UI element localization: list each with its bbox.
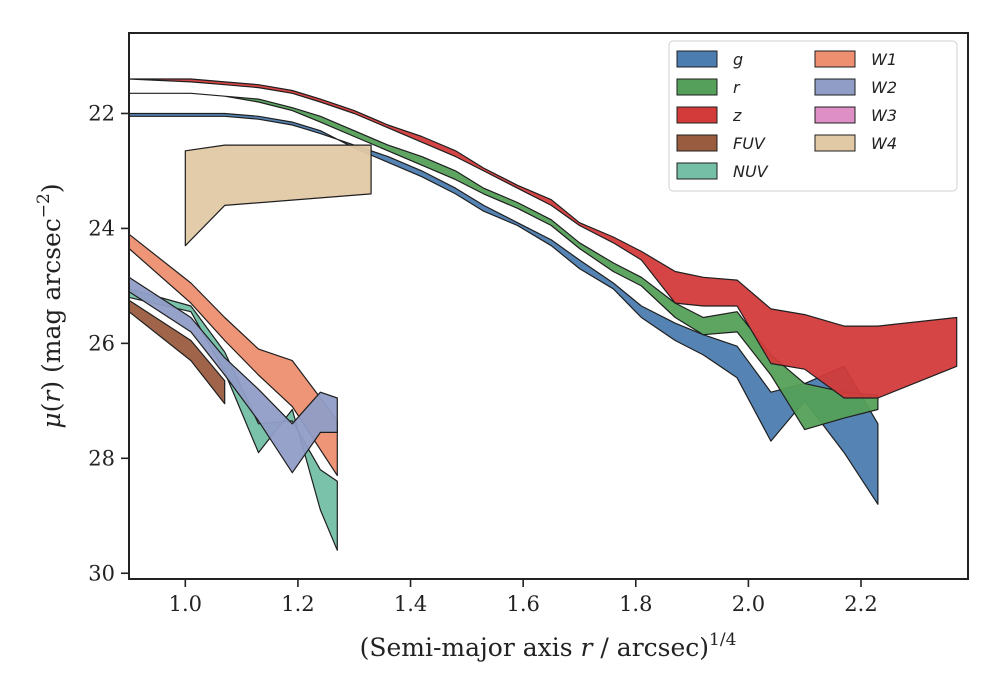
series-band-r — [128, 92, 879, 431]
legend-swatch-fuv — [676, 134, 718, 152]
series-band-z — [128, 78, 958, 399]
legend-label-g: g — [733, 50, 743, 69]
x-tick-label: 1.0 — [169, 592, 202, 616]
legend-swatch-r — [676, 78, 718, 96]
legend-swatch-w1 — [814, 50, 856, 68]
x-axis-label: (Semi-major axis r / arcsec)1/4 — [360, 630, 737, 662]
plot-frame — [128, 32, 969, 580]
y-tick-label: 26 — [88, 331, 115, 355]
series-band-w1 — [128, 233, 338, 477]
series-layer — [128, 78, 958, 551]
y-axis-label: μ(r) (mag arcsec−2) — [34, 183, 66, 428]
ticks-layer: 1.0 1.2 1.4 1.6 1.8 2.0 2.2 22 24 26 28 30 — [88, 101, 877, 616]
x-tick-label: 1.8 — [619, 592, 652, 616]
legend-label-z: z — [732, 106, 742, 125]
x-tick-label: 1.4 — [394, 592, 427, 616]
legend-swatch-w4 — [814, 134, 856, 152]
legend-swatch-nuv — [676, 162, 718, 180]
x-tick-label: 1.2 — [281, 592, 314, 616]
y-tick-label: 28 — [88, 446, 115, 470]
legend-label-w3: W3 — [871, 106, 897, 125]
legend-swatch-z — [676, 106, 718, 124]
y-tick-label: 30 — [88, 561, 115, 585]
x-tick-label: 1.6 — [506, 592, 539, 616]
y-tick-label: 22 — [88, 101, 115, 125]
legend-label-w1: W1 — [871, 50, 897, 69]
x-tick-label: 2.0 — [732, 592, 765, 616]
legend-frame — [668, 40, 958, 192]
legend-swatch-w3 — [814, 106, 856, 124]
legend-label-w2: W2 — [871, 78, 897, 97]
legend-label-r: r — [733, 78, 741, 97]
legend-label-fuv: FUV — [733, 134, 766, 153]
legend: grz FUV NUV W1 W2 W3 W4 — [668, 40, 958, 192]
legend-label-nuv: NUV — [733, 162, 769, 181]
series-band-g — [128, 112, 879, 505]
series-band-w2 — [128, 276, 338, 474]
legend-label-w4: W4 — [871, 134, 897, 153]
series-band-w4 — [184, 144, 372, 247]
legend-swatch-g — [676, 50, 718, 68]
x-tick-label: 2.2 — [844, 592, 877, 616]
y-tick-label: 24 — [88, 216, 115, 240]
legend-swatch-w2 — [814, 78, 856, 96]
